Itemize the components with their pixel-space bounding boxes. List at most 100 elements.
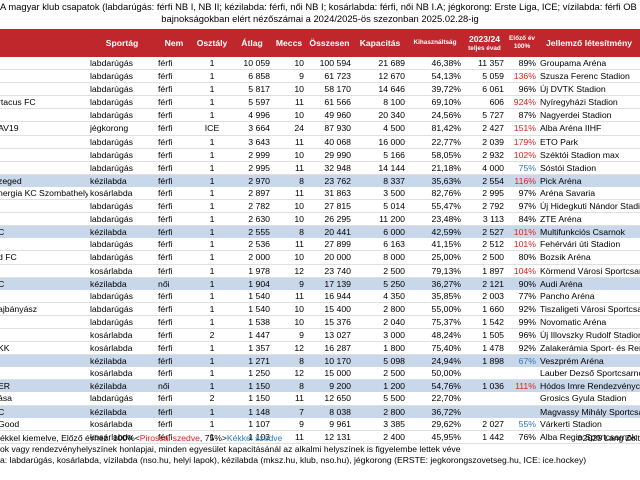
table-row: kosárlabda férfi 2 1 447 9 13 027 3 000 48,24% 1… <box>0 328 640 343</box>
table-row: labdarúgás férfi 1 4 996 10 49 960 20 340 24,56… <box>0 108 640 123</box>
cell-gender: férfi <box>156 405 192 418</box>
cell-gender: férfi <box>156 148 192 162</box>
table-row: labdarúgás férfi 1 2 536 11 27 899 6 163 41,15%… <box>0 238 640 252</box>
prev-year-line1: Előző év <box>509 35 535 42</box>
cell-average: 6 858 <box>232 69 272 84</box>
cell-total: 20 000 <box>306 250 353 265</box>
cell-prev-season: 2 500 <box>463 250 506 265</box>
cell-sport: labdarúgás <box>88 392 156 406</box>
cell-capacity: 2 800 <box>353 405 407 418</box>
cell-venue: Multifunkciós Csarnok <box>538 225 640 239</box>
cell-gender: férfi <box>156 289 192 303</box>
cell-club <box>0 264 88 278</box>
cell-division: 1 <box>192 186 232 201</box>
cell-prev-season: 3 113 <box>463 212 506 227</box>
cell-venue: Körmend Városi Sportcsarnok <box>538 264 640 278</box>
cell-prev-year-pct: 99% <box>506 315 538 329</box>
cell-gender: férfi <box>156 328 192 343</box>
cell-prev-season: 1 036 <box>463 379 506 393</box>
table-row: kézilabda férfi 1 1 271 8 10 170 5 098 24,94% 1 … <box>0 354 640 368</box>
cell-total: 13 027 <box>306 328 353 343</box>
table-row: kosárlabda férfi 1 1 103 11 12 131 2 400 45,95%… <box>0 430 640 444</box>
cell-prev-season: 2 121 <box>463 277 506 290</box>
cell-sport: labdarúgás <box>88 289 156 303</box>
cell-prev-year-pct: 96% <box>506 328 538 343</box>
cell-total: 31 863 <box>306 186 353 201</box>
cell-utilization: 35,63% <box>407 174 463 187</box>
cell-venue: Aréna Savaria <box>538 186 640 201</box>
title-line-2: bajnokságokban elért nézőszámai a 2024/2… <box>161 13 479 24</box>
cell-prev-season: 2 003 <box>463 289 506 303</box>
cell-utilization: 22,77% <box>407 135 463 149</box>
cell-gender: férfi <box>156 341 192 356</box>
cell-matches: 11 <box>272 135 306 149</box>
cell-division: 1 <box>192 212 232 227</box>
cell-prev-season: 1 897 <box>463 264 506 278</box>
cell-utilization: 58,05% <box>407 148 463 162</box>
cell-average: 5 817 <box>232 82 272 97</box>
cell-matches: 11 <box>272 95 306 110</box>
cell-matches: 10 <box>272 108 306 123</box>
cell-matches: 12 <box>272 367 306 381</box>
cell-utilization: 35,85% <box>407 289 463 303</box>
cell-utilization: 21,18% <box>407 161 463 175</box>
cell-average: 1 148 <box>232 405 272 418</box>
cell-prev-season: 1 442 <box>463 430 506 444</box>
cell-division: 1 <box>192 95 232 110</box>
prev-season-line1: 2023/24 <box>468 33 501 44</box>
cell-venue: Tiszaligeti Városi Sportcsarnok <box>538 302 640 316</box>
cell-capacity: 20 340 <box>353 108 407 123</box>
cell-division: 1 <box>192 148 232 162</box>
cell-club: C <box>0 405 88 418</box>
footer-note: ok vagy rendezvényhelyszínek honlapjai, … <box>0 444 461 454</box>
cell-club: KK <box>0 341 88 356</box>
cell-venue: Bozsik Aréna <box>538 250 640 265</box>
cell-club <box>0 430 88 444</box>
cell-utilization: 41,15% <box>407 238 463 252</box>
cell-utilization: 46,38% <box>407 57 463 71</box>
cell-club: ajbányász <box>0 302 88 316</box>
cell-club <box>0 148 88 162</box>
cell-average: 2 555 <box>232 225 272 239</box>
cell-venue: Várkerti Stadion <box>538 417 640 431</box>
table-row: zeged kézilabda férfi 1 2 970 8 23 762 8 337 35,… <box>0 174 640 187</box>
cell-capacity: 1 800 <box>353 341 407 356</box>
cell-sport: kosárlabda <box>88 186 156 201</box>
cell-utilization: 45,95% <box>407 430 463 444</box>
cell-total: 58 170 <box>306 82 353 97</box>
cell-prev-year-pct: 116% <box>506 174 538 187</box>
cell-venue: Alba Regia Sportcsarnok <box>538 430 640 444</box>
cell-prev-year-pct: 924% <box>506 95 538 110</box>
cell-division: 1 <box>192 289 232 303</box>
cell-prev-year-pct: 136% <box>506 69 538 84</box>
cell-gender: férfi <box>156 186 192 201</box>
cell-utilization: 24,56% <box>407 108 463 123</box>
cell-venue: Nagyerdei Stadion <box>538 108 640 123</box>
cell-matches: 10 <box>272 315 306 329</box>
cell-average: 1 538 <box>232 315 272 329</box>
cell-matches: 11 <box>272 430 306 444</box>
cell-average: 2 536 <box>232 238 272 252</box>
table-row: labdarúgás férfi 1 2 630 10 26 295 11 200 23,48… <box>0 212 640 227</box>
cell-sport: labdarúgás <box>88 95 156 110</box>
cell-gender: férfi <box>156 392 192 406</box>
cell-sport: kosárlabda <box>88 328 156 343</box>
cell-matches: 8 <box>272 354 306 368</box>
cell-sport: kézilabda <box>88 379 156 393</box>
cell-division: 1 <box>192 302 232 316</box>
cell-capacity: 1 200 <box>353 379 407 393</box>
table-row: labdarúgás férfi 1 2 999 10 29 990 5 166 58,05%… <box>0 148 640 162</box>
copyright: ©2025 Lang Zolt <box>576 433 640 443</box>
cell-prev-year-pct: 92% <box>506 341 538 356</box>
cell-total: 10 170 <box>306 354 353 368</box>
cell-matches: 8 <box>272 225 306 239</box>
cell-club <box>0 212 88 227</box>
cell-total: 15 400 <box>306 302 353 316</box>
cell-club <box>0 238 88 252</box>
cell-prev-season: 2 792 <box>463 199 506 214</box>
cell-matches: 10 <box>272 250 306 265</box>
prev-season-line2: teljes évad <box>468 44 501 52</box>
